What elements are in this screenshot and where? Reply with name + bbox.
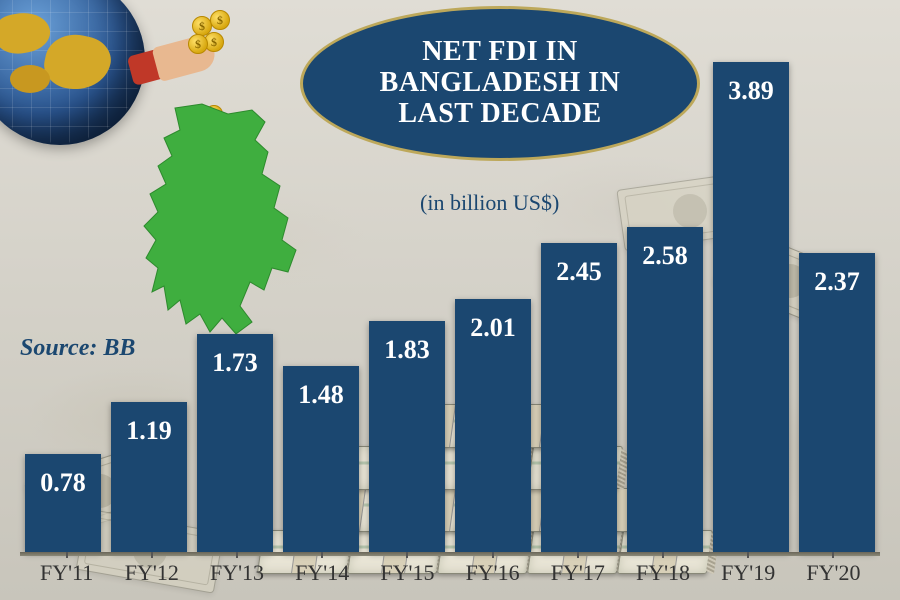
x-tick: FY'17 [535,554,620,588]
x-tick-label: FY'18 [620,560,705,586]
x-tick-label: FY'11 [24,560,109,586]
bar [627,227,703,552]
bar-fy17: 2.45 [540,243,618,552]
bar [799,253,875,552]
bar [713,62,789,552]
bar-value-label: 2.37 [798,267,876,297]
x-tick-label: FY'20 [791,560,876,586]
x-tick: FY'20 [791,554,876,588]
x-tick: FY'14 [280,554,365,588]
bar-value-label: 1.19 [110,416,188,446]
x-tick-label: FY'19 [706,560,791,586]
bar-value-label: 2.58 [626,241,704,271]
x-tick: FY'13 [194,554,279,588]
bar-value-label: 0.78 [24,468,102,498]
bar [541,243,617,552]
bar-fy18: 2.58 [626,227,704,552]
x-tick: FY'19 [706,554,791,588]
bar-fy15: 1.83 [368,321,446,552]
x-tick-label: FY'15 [365,560,450,586]
x-tick-label: FY'14 [280,560,365,586]
x-tick: FY'16 [450,554,535,588]
bar-fy20: 2.37 [798,253,876,552]
bar-value-label: 1.83 [368,335,446,365]
x-tick: FY'11 [24,554,109,588]
bar-value-label: 1.48 [282,380,360,410]
x-tick: FY'18 [620,554,705,588]
bar-fy13: 1.73 [196,334,274,552]
bar-fy11: 0.78 [24,454,102,552]
bar-fy16: 2.01 [454,299,532,552]
x-tick-label: FY'12 [109,560,194,586]
bar-chart: 0.78 1.19 1.73 1.48 1.83 2.01 2.45 2.58 3.89 2.37… [20,48,880,588]
bar-fy14: 1.48 [282,366,360,552]
x-tick: FY'12 [109,554,194,588]
bar-fy12: 1.19 [110,402,188,552]
bar-fy19: 3.89 [712,62,790,552]
x-tick-label: FY'16 [450,560,535,586]
bar-value-label: 1.73 [196,348,274,378]
x-tick-label: FY'17 [535,560,620,586]
x-tick-label: FY'13 [194,560,279,586]
bar-value-label: 2.01 [454,313,532,343]
bar-value-label: 2.45 [540,257,618,287]
x-tick: FY'15 [365,554,450,588]
bar-value-label: 3.89 [712,76,790,106]
